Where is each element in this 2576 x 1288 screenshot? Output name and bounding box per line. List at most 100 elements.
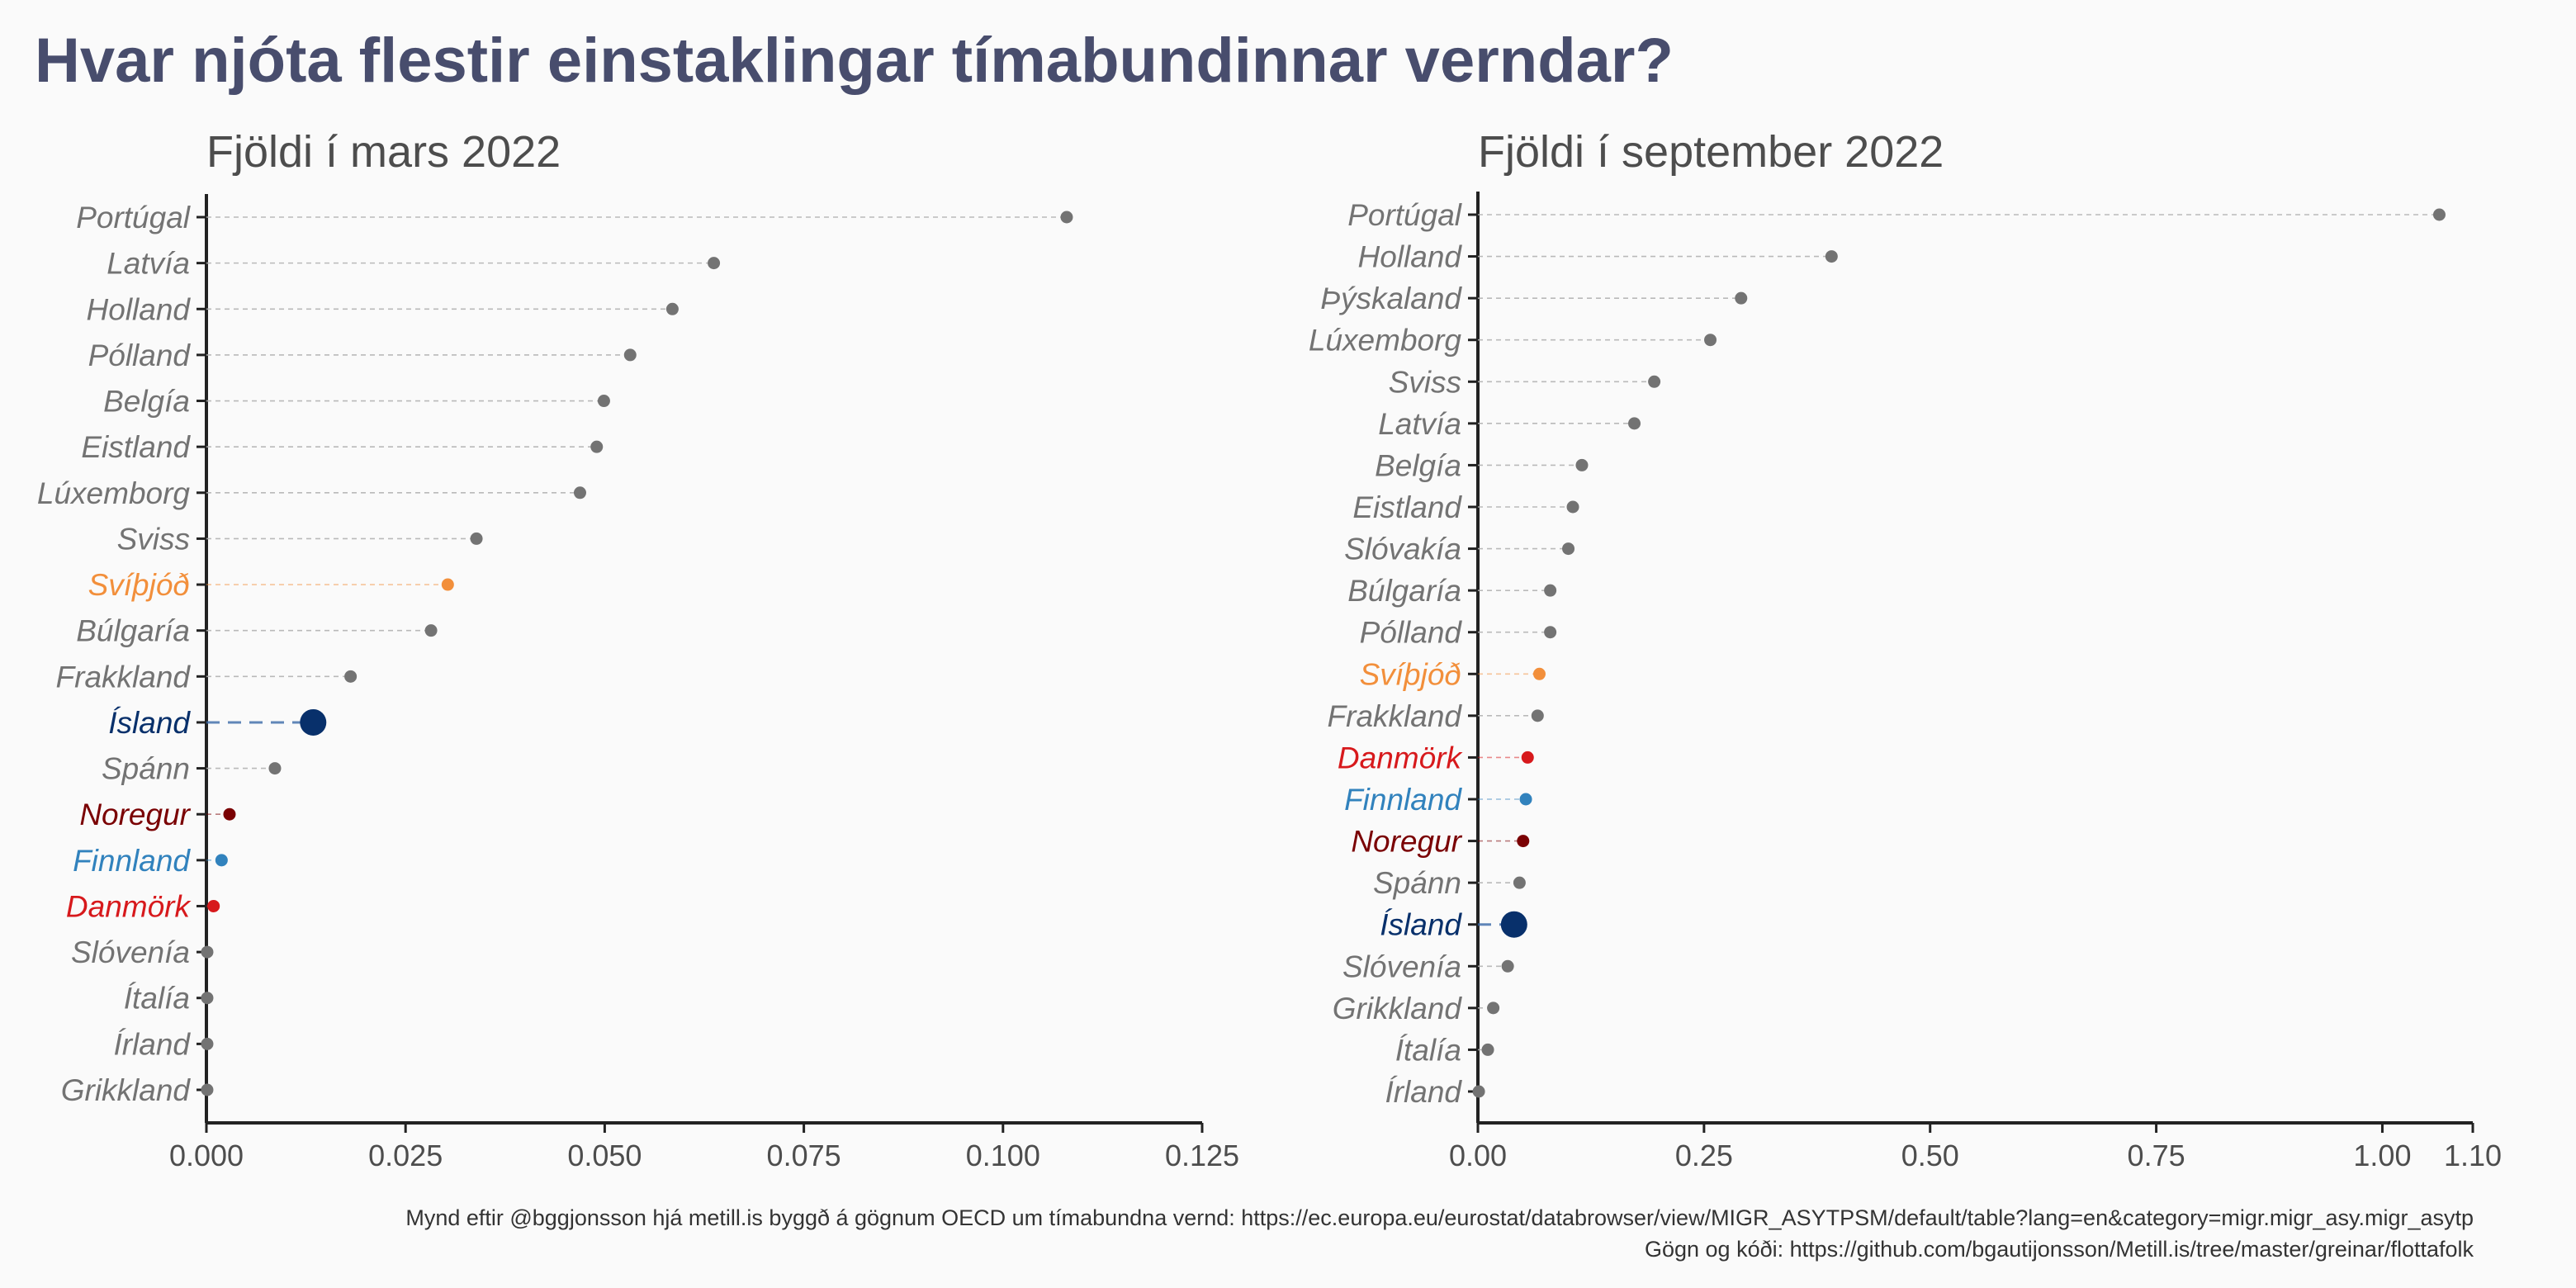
panel-2-y-label-holland: Holland [1358, 240, 1463, 274]
panel-2-y-label-finnland: Finnland [1344, 783, 1462, 817]
source-caption: Mynd eftir @bggjonsson hjá metill.is byg… [405, 1202, 2474, 1265]
panel-2-y-label-italia: Ítalía [1395, 1033, 1461, 1067]
panel-2-point-sviss [1648, 375, 1661, 388]
panel-1-x-tick-label-0: 0.000 [169, 1139, 244, 1172]
panel-2-point-belgia [1575, 458, 1589, 471]
panel-1-y-label-finnland: Finnland [73, 844, 191, 878]
panel-2-y-label-frakkland: Frakkland [1328, 699, 1463, 733]
panel-1-point-grikkland [201, 1083, 214, 1096]
panel-2-x-tick-label-1: 0.25 [1675, 1139, 1733, 1172]
panel-2-y-label-svithjod: Svíþjóð [1360, 657, 1461, 691]
panel-2-point-spann [1513, 876, 1526, 889]
panel-1-point-irland [201, 1037, 214, 1050]
panel-1-point-danmork [207, 899, 220, 912]
panel-1-y-label-italia: Ítalía [124, 982, 190, 1016]
panel-2-y-label-slovenia: Slóvenía [1342, 949, 1461, 983]
panel-2-point-frakkland [1531, 709, 1544, 722]
panel-2-subtitle: Fjöldi í september 2022 [1478, 127, 1944, 177]
panel-2-x-tick-label-3: 0.75 [2128, 1139, 2185, 1172]
panel-2-x-tick-label-0: 0.00 [1449, 1139, 1507, 1172]
panel-2-x-tick-label-4: 1.00 [2353, 1139, 2411, 1172]
panel-1-y-label-island: Ísland [108, 706, 191, 740]
panel-1-point-frakkland [344, 670, 358, 683]
panel-1-y-label-eistland: Eistland [81, 430, 191, 464]
panel-1-x-tick-label-5: 0.125 [1165, 1139, 1239, 1172]
panel-1-y-label-portugal: Portúgal [76, 201, 192, 234]
panel-1-point-spann [268, 762, 282, 775]
panel-1-y-label-belgia: Belgía [103, 385, 190, 419]
panel-2-point-svithjod [1532, 667, 1546, 680]
panel-1-y-label-frakkland: Frakkland [56, 660, 192, 694]
panel-1-y-label-latvia: Latvía [107, 247, 190, 281]
panel-2-point-polland [1544, 626, 1557, 639]
panel-2-point-luxemborg [1704, 334, 1717, 347]
panel-2-y-label-luxemborg: Lúxemborg [1309, 324, 1462, 358]
panel-2-y-label-spann: Spánn [1373, 866, 1461, 900]
panel-2-x-tick-label-2: 0.50 [1901, 1139, 1959, 1172]
panel-1-point-polland [623, 348, 637, 362]
panel-2-point-bulgaria [1544, 584, 1557, 597]
panel-2-y-label-sviss: Sviss [1389, 365, 1461, 399]
panel-2-y-label-latvia: Latvía [1378, 407, 1461, 441]
panel-1-point-svithjod [441, 578, 454, 591]
panel-2-y-label-slovakia: Slóvakía [1344, 533, 1461, 566]
panel-2-y-label-eistland: Eistland [1352, 490, 1462, 524]
panel-2-y-label-noregur: Noregur [1351, 825, 1462, 859]
panel-1-y-label-spann: Spánn [102, 752, 190, 786]
panel-1-subtitle: Fjöldi í mars 2022 [206, 127, 561, 177]
panel-2-point-slovenia [1501, 959, 1514, 973]
panel-1-point-italia [201, 992, 214, 1005]
panel-1-y-label-sviss: Sviss [117, 522, 190, 556]
panel-2-point-latvia [1628, 417, 1641, 430]
panel-1-x-tick-label-3: 0.075 [767, 1139, 841, 1172]
panel-1-x-tick-label-4: 0.100 [966, 1139, 1040, 1172]
panel-2-y-label-polland: Pólland [1360, 616, 1463, 650]
panel-1-point-luxemborg [573, 486, 586, 500]
chart-title: Hvar njóta flestir einstaklingar tímabun… [35, 26, 1674, 96]
panel-1-point-portugal [1060, 211, 1073, 224]
panel-2-point-thyskaland [1735, 291, 1748, 305]
panel-1-x-tick-label-2: 0.050 [567, 1139, 642, 1172]
panel-2-y-label-portugal: Portúgal [1347, 198, 1463, 232]
panel-1-y-label-danmork: Danmörk [66, 889, 192, 923]
panel-1-point-noregur [223, 807, 236, 821]
panel-2-point-portugal [2432, 208, 2446, 221]
panel-1-y-label-svithjod: Svíþjóð [88, 568, 190, 602]
panel-2-point-danmork [1521, 751, 1534, 764]
panel-1-y-label-holland: Holland [87, 292, 192, 326]
panel-2-y-label-irland: Írland [1385, 1075, 1462, 1109]
panel-2-point-irland [1472, 1085, 1485, 1098]
panel-2-x-tick-label-5: 1.10 [2444, 1139, 2502, 1172]
panel-1-point-holland [665, 302, 679, 315]
panel-2-y-label-bulgaria: Búlgaría [1347, 574, 1461, 608]
panel-1-y-label-luxemborg: Lúxemborg [37, 476, 191, 510]
panel-2-y-label-grikkland: Grikkland [1333, 992, 1463, 1025]
panel-1-point-bulgaria [424, 624, 438, 637]
panel-1-y-label-slovenia: Slóvenía [71, 935, 190, 969]
panel-2-y-label-island: Ísland [1380, 908, 1462, 942]
panel-2-point-eistland [1566, 500, 1579, 514]
panel-2-y-label-belgia: Belgía [1375, 448, 1461, 482]
panel-1-point-belgia [597, 395, 610, 408]
panel-1-point-sviss [470, 532, 483, 545]
caption-line-1: Mynd eftir @bggjonsson hjá metill.is byg… [405, 1205, 2474, 1230]
panel-1-y-label-polland: Pólland [88, 339, 192, 372]
panel-1-point-eistland [590, 440, 604, 453]
panel-2-point-italia [1481, 1043, 1494, 1056]
caption-line-2: Gögn og kóði: https://github.com/bgautij… [1644, 1237, 2474, 1262]
panel-1-y-label-irland: Írland [113, 1027, 191, 1061]
panel-1-x-tick-label-1: 0.025 [368, 1139, 443, 1172]
panel-1-point-slovenia [201, 945, 214, 959]
panel-2-point-island [1500, 911, 1527, 938]
panel-1-y-label-bulgaria: Búlgaría [76, 614, 190, 648]
panel-2-y-label-danmork: Danmörk [1338, 741, 1464, 774]
panel-2-point-grikkland [1487, 1002, 1500, 1015]
panel-1-point-latvia [708, 257, 721, 270]
panel-1-point-finnland [215, 854, 228, 867]
panel-2-point-finnland [1519, 793, 1532, 806]
panel-1-y-label-grikkland: Grikkland [61, 1073, 192, 1107]
panel-1-y-label-noregur: Noregur [79, 798, 191, 831]
panel-2-point-slovakia [1562, 542, 1575, 556]
panel-1-point-island [300, 708, 327, 736]
